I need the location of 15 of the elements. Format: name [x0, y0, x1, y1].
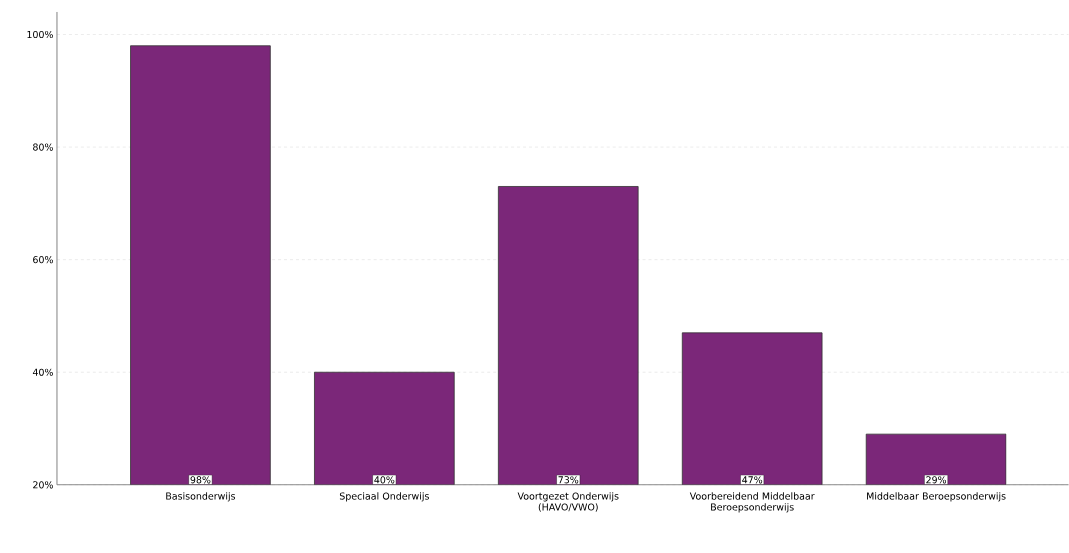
x-tick-label: Voortgezet Onderwijs (HAVO/VWO) [517, 492, 619, 512]
y-tick-label: 40% [32, 368, 53, 376]
x-tick-label: Speciaal Onderwijs [339, 492, 429, 502]
y-tick-label: 60% [33, 256, 53, 264]
data-label: 40% [374, 476, 395, 484]
x-tick-label: Voorbereidend Middelbaar Beroepsonderwijs [689, 492, 815, 513]
y-tick-label: 20% [33, 481, 53, 489]
data-label: 29% [926, 476, 947, 484]
y-tick-label: 80% [33, 143, 53, 151]
data-label: 73% [558, 476, 579, 484]
data-label: 47% [742, 476, 763, 484]
x-tick-label: Basisonderwijs [166, 492, 236, 502]
y-tick-label: 100% [27, 31, 53, 39]
x-tick-label: Middelbaar Beroepsonderwijs [867, 492, 1006, 502]
data-label: 98% [190, 476, 211, 484]
